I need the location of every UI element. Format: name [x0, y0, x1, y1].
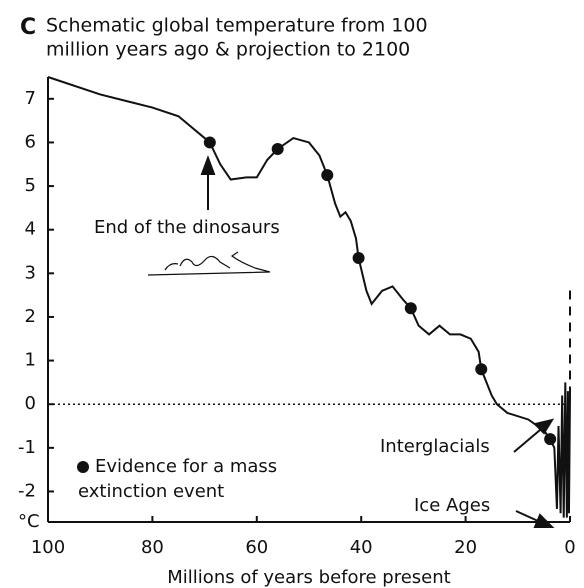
x-tick-label: 80	[141, 537, 164, 558]
x-tick-label: 60	[245, 537, 268, 558]
temperature-line	[47, 76, 571, 518]
x-tick-label: 20	[454, 537, 477, 558]
event-marker	[203, 136, 216, 149]
legend-text: extinction event	[78, 481, 224, 502]
y-unit: °C	[18, 511, 40, 532]
x-tick-label: 100	[31, 537, 65, 558]
arrow-line	[515, 510, 539, 522]
y-tick-label: 2	[25, 306, 36, 327]
title-line: million years ago & projection to 2100	[46, 39, 410, 61]
arrow-line	[513, 429, 541, 453]
y-tick-label: 5	[25, 175, 36, 196]
y-tick-label: 0	[25, 393, 36, 414]
y-tick-label: -1	[18, 437, 36, 458]
dinosaur-sketch	[147, 251, 271, 276]
y-tick-label: 7	[25, 88, 36, 109]
event-marker	[404, 302, 417, 315]
annotation: Ice Ages	[414, 495, 490, 516]
event-marker	[271, 142, 284, 155]
y-tick-label: 3	[25, 262, 36, 283]
title-line: Schematic global temperature from 100	[46, 15, 428, 37]
y-tick-label: -2	[18, 480, 36, 501]
event-marker	[321, 169, 334, 182]
y-tick-label: 1	[25, 350, 36, 371]
x-tick-label: 40	[350, 537, 373, 558]
panel-letter: C	[20, 15, 36, 40]
y-tick-label: 4	[25, 219, 36, 240]
legend-marker	[77, 461, 89, 473]
x-tick-label: 0	[564, 537, 575, 558]
event-marker	[475, 363, 488, 376]
event-marker	[352, 252, 365, 265]
annotation: End of the dinosaurs	[94, 217, 280, 238]
arrow-head	[200, 155, 216, 175]
x-axis-label: Millions of years before present	[167, 567, 450, 588]
legend-text: Evidence for a mass	[95, 456, 277, 477]
event-marker	[544, 433, 557, 446]
y-tick-label: 6	[25, 131, 36, 152]
annotation: Interglacials	[380, 436, 490, 457]
